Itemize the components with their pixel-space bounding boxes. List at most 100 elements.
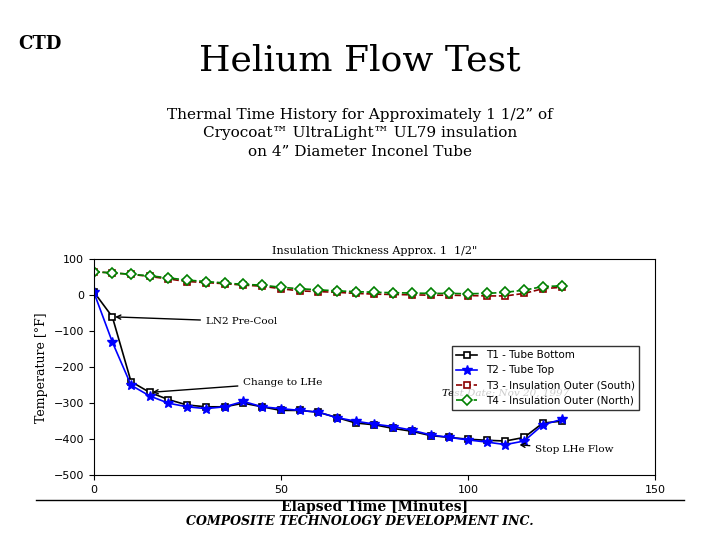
T3 - Insulation Outer (South) bbox=[351, 290, 360, 296]
T1 - Tube Bottom bbox=[539, 420, 547, 426]
T1 - Tube Bottom bbox=[202, 403, 210, 410]
T1 - Tube Bottom bbox=[501, 438, 510, 444]
T2 - Tube Top bbox=[557, 416, 566, 423]
T3 - Insulation Outer (South) bbox=[89, 268, 98, 275]
T2 - Tube Top bbox=[539, 422, 547, 428]
T3 - Insulation Outer (South) bbox=[276, 286, 285, 292]
T1 - Tube Bottom bbox=[314, 409, 323, 415]
Text: COMPOSITE TECHNOLOGY DEVELOPMENT INC.: COMPOSITE TECHNOLOGY DEVELOPMENT INC. bbox=[186, 515, 534, 528]
T2 - Tube Top bbox=[520, 438, 528, 444]
Title: Insulation Thickness Approx. 1  1/2": Insulation Thickness Approx. 1 1/2" bbox=[271, 246, 477, 255]
Y-axis label: Temperature [°F]: Temperature [°F] bbox=[35, 312, 48, 422]
T4 - Insulation Outer (North) bbox=[127, 271, 135, 278]
T3 - Insulation Outer (South) bbox=[370, 291, 379, 298]
T4 - Insulation Outer (North) bbox=[557, 282, 566, 289]
T2 - Tube Top bbox=[164, 400, 173, 407]
T3 - Insulation Outer (South) bbox=[220, 280, 229, 287]
T2 - Tube Top bbox=[389, 423, 397, 430]
T1 - Tube Bottom bbox=[239, 400, 248, 407]
T2 - Tube Top bbox=[276, 406, 285, 412]
T4 - Insulation Outer (North) bbox=[220, 280, 229, 286]
T3 - Insulation Outer (South) bbox=[295, 288, 304, 294]
T1 - Tube Bottom bbox=[389, 425, 397, 431]
Text: CTD: CTD bbox=[18, 35, 61, 53]
T4 - Insulation Outer (North) bbox=[89, 268, 98, 275]
Line: T2 - Tube Top: T2 - Tube Top bbox=[89, 287, 567, 449]
T4 - Insulation Outer (North) bbox=[164, 275, 173, 281]
T2 - Tube Top bbox=[408, 427, 416, 434]
T3 - Insulation Outer (South) bbox=[164, 276, 173, 282]
X-axis label: Elapsed Time [Minutes]: Elapsed Time [Minutes] bbox=[281, 501, 468, 515]
T2 - Tube Top bbox=[426, 431, 435, 438]
T1 - Tube Bottom bbox=[108, 314, 117, 320]
T1 - Tube Bottom bbox=[220, 403, 229, 410]
T1 - Tube Bottom bbox=[295, 407, 304, 414]
T1 - Tube Bottom bbox=[557, 418, 566, 424]
T2 - Tube Top bbox=[482, 439, 491, 446]
T1 - Tube Bottom bbox=[351, 420, 360, 426]
Text: Test Date: Nov 20, 1997: Test Date: Nov 20, 1997 bbox=[442, 389, 569, 397]
T3 - Insulation Outer (South) bbox=[557, 284, 566, 291]
T1 - Tube Bottom bbox=[426, 433, 435, 439]
T2 - Tube Top bbox=[370, 421, 379, 427]
T3 - Insulation Outer (South) bbox=[108, 269, 117, 276]
T1 - Tube Bottom bbox=[258, 403, 266, 410]
T2 - Tube Top bbox=[89, 288, 98, 295]
T1 - Tube Bottom bbox=[370, 422, 379, 428]
T2 - Tube Top bbox=[183, 403, 192, 410]
T4 - Insulation Outer (North) bbox=[464, 291, 472, 297]
T3 - Insulation Outer (South) bbox=[127, 271, 135, 278]
Text: Change to LHe: Change to LHe bbox=[154, 378, 323, 394]
T4 - Insulation Outer (North) bbox=[389, 289, 397, 296]
T1 - Tube Bottom bbox=[520, 434, 528, 441]
T2 - Tube Top bbox=[314, 409, 323, 415]
T3 - Insulation Outer (South) bbox=[314, 288, 323, 295]
T3 - Insulation Outer (South) bbox=[202, 279, 210, 286]
T1 - Tube Bottom bbox=[164, 396, 173, 403]
T4 - Insulation Outer (North) bbox=[239, 281, 248, 288]
Legend: T1 - Tube Bottom, T2 - Tube Top, T3 - Insulation Outer (South), T4 - Insulation : T1 - Tube Bottom, T2 - Tube Top, T3 - In… bbox=[452, 346, 639, 410]
Text: Stop LHe Flow: Stop LHe Flow bbox=[521, 443, 614, 454]
T2 - Tube Top bbox=[220, 403, 229, 410]
T4 - Insulation Outer (North) bbox=[482, 290, 491, 296]
T2 - Tube Top bbox=[258, 403, 266, 410]
T4 - Insulation Outer (North) bbox=[295, 286, 304, 292]
Text: LN2 Pre-Cool: LN2 Pre-Cool bbox=[117, 315, 277, 326]
T4 - Insulation Outer (North) bbox=[276, 284, 285, 291]
T4 - Insulation Outer (North) bbox=[445, 290, 454, 296]
Line: T3 - Insulation Outer (South): T3 - Insulation Outer (South) bbox=[90, 268, 565, 299]
T3 - Insulation Outer (South) bbox=[520, 290, 528, 296]
T4 - Insulation Outer (North) bbox=[539, 284, 547, 290]
T4 - Insulation Outer (North) bbox=[426, 290, 435, 296]
Text: Helium Flow Test: Helium Flow Test bbox=[199, 43, 521, 77]
T1 - Tube Bottom bbox=[127, 379, 135, 385]
T3 - Insulation Outer (South) bbox=[482, 293, 491, 299]
T3 - Insulation Outer (South) bbox=[258, 283, 266, 289]
T3 - Insulation Outer (South) bbox=[501, 293, 510, 299]
T3 - Insulation Outer (South) bbox=[539, 286, 547, 292]
T4 - Insulation Outer (North) bbox=[351, 288, 360, 295]
T3 - Insulation Outer (South) bbox=[239, 282, 248, 288]
Text: Thermal Time History for Approximately 1 1/2” of
Cryocoat™ UltraLight™ UL79 insu: Thermal Time History for Approximately 1… bbox=[167, 108, 553, 159]
T4 - Insulation Outer (North) bbox=[183, 277, 192, 284]
T3 - Insulation Outer (South) bbox=[426, 292, 435, 299]
T2 - Tube Top bbox=[295, 407, 304, 414]
Line: T1 - Tube Bottom: T1 - Tube Bottom bbox=[90, 288, 565, 444]
T1 - Tube Bottom bbox=[183, 402, 192, 408]
T4 - Insulation Outer (North) bbox=[333, 288, 341, 294]
T4 - Insulation Outer (North) bbox=[258, 282, 266, 288]
Line: T4 - Insulation Outer (North): T4 - Insulation Outer (North) bbox=[90, 268, 565, 297]
T1 - Tube Bottom bbox=[464, 436, 472, 442]
T1 - Tube Bottom bbox=[408, 428, 416, 435]
T2 - Tube Top bbox=[127, 382, 135, 388]
T4 - Insulation Outer (North) bbox=[520, 287, 528, 293]
T2 - Tube Top bbox=[464, 437, 472, 443]
T3 - Insulation Outer (South) bbox=[333, 289, 341, 295]
T1 - Tube Bottom bbox=[482, 437, 491, 443]
T2 - Tube Top bbox=[445, 434, 454, 441]
T2 - Tube Top bbox=[501, 441, 510, 448]
T2 - Tube Top bbox=[333, 414, 341, 421]
T4 - Insulation Outer (North) bbox=[501, 289, 510, 295]
T4 - Insulation Outer (North) bbox=[314, 287, 323, 293]
T1 - Tube Bottom bbox=[145, 389, 154, 396]
